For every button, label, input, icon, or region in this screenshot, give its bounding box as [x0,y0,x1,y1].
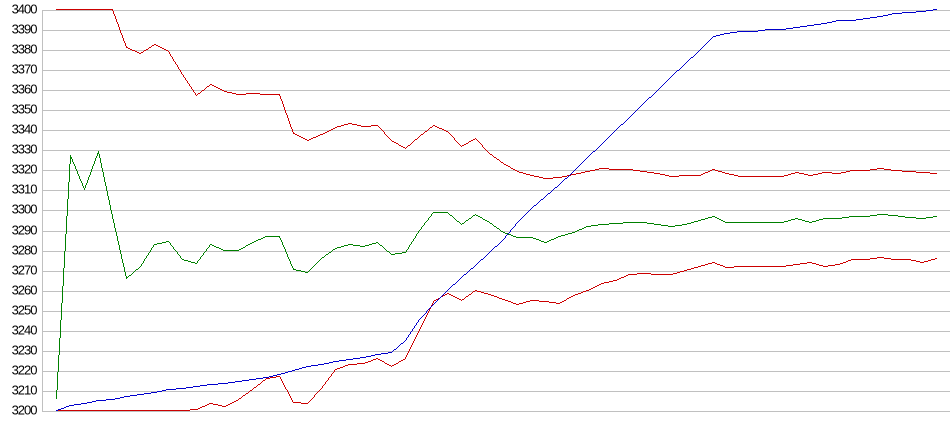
svg-text:3200: 3200 [12,402,38,417]
svg-text:3340: 3340 [12,121,38,136]
svg-text:3210: 3210 [12,382,38,397]
svg-text:3300: 3300 [12,201,38,216]
svg-text:3250: 3250 [12,302,38,317]
svg-text:3400: 3400 [12,1,38,16]
svg-text:3350: 3350 [12,101,38,116]
svg-text:3390: 3390 [12,21,38,36]
svg-text:3370: 3370 [12,61,38,76]
svg-text:3220: 3220 [12,362,38,377]
svg-text:3240: 3240 [12,322,38,337]
svg-text:3260: 3260 [12,282,38,297]
svg-text:3280: 3280 [12,242,38,257]
svg-text:3320: 3320 [12,161,38,176]
svg-text:3270: 3270 [12,262,38,277]
svg-text:3380: 3380 [12,41,38,56]
svg-text:3290: 3290 [12,222,38,237]
svg-text:3310: 3310 [12,181,38,196]
svg-text:3330: 3330 [12,141,38,156]
svg-text:3230: 3230 [12,342,38,357]
svg-text:3360: 3360 [12,81,38,96]
